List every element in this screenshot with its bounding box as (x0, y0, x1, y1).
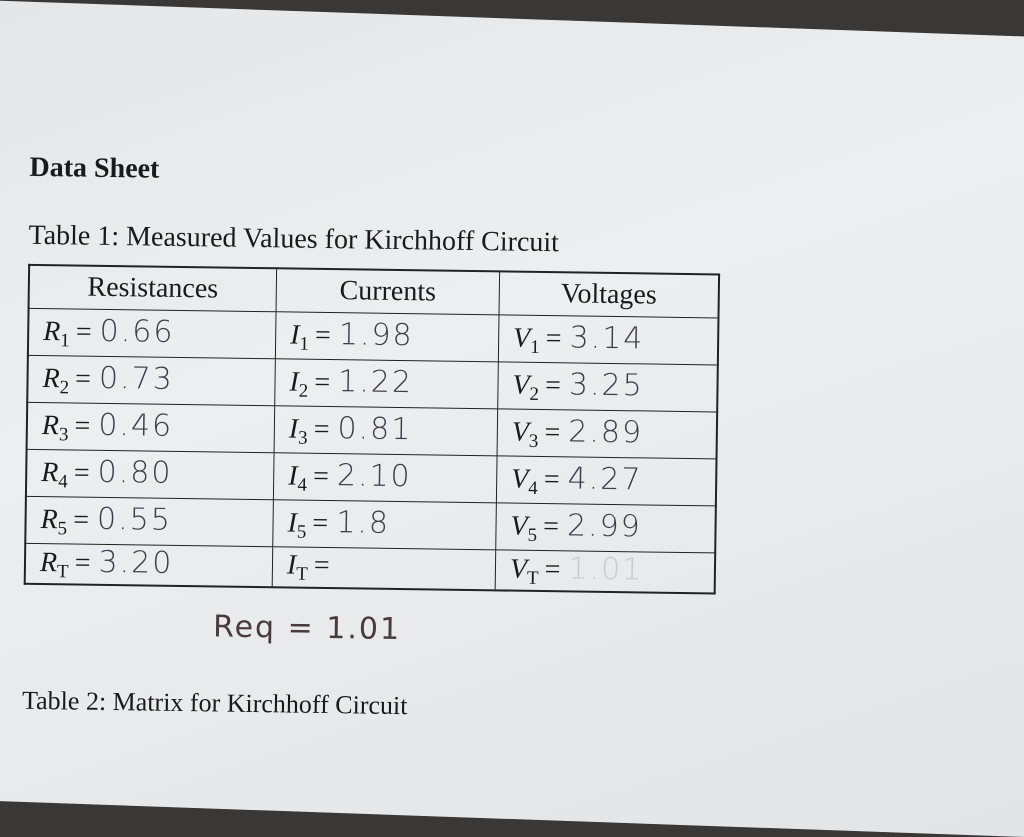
equals: = (314, 366, 331, 398)
table-cell: VT = 1.01 (495, 549, 716, 594)
handwritten-value: 0.73 (98, 360, 175, 397)
subscript: 3 (528, 430, 539, 452)
symbol: R (42, 362, 60, 394)
subscript: 1 (530, 336, 540, 358)
symbol: R (39, 547, 58, 579)
subscript: 1 (60, 329, 70, 351)
equals: = (545, 322, 562, 354)
table-cell: I2 = 1.22 (274, 358, 499, 409)
equals: = (313, 549, 330, 581)
handwritten-value: 1.98 (338, 316, 414, 353)
column-header: Currents (276, 268, 500, 315)
equals: = (544, 554, 561, 586)
handwritten-value: 1.8 (335, 504, 391, 541)
subscript: 4 (58, 470, 68, 492)
symbol: V (510, 463, 529, 495)
table-cell: R2 = 0.73 (27, 355, 276, 406)
symbol: V (509, 553, 528, 585)
subscript: 5 (57, 517, 68, 539)
handwritten-value: 3.14 (569, 319, 645, 356)
document: Data Sheet Table 1: Measured Values for … (22, 152, 722, 738)
handwritten-value: 4.27 (567, 460, 643, 497)
subscript: 4 (297, 474, 308, 496)
equals: = (74, 409, 91, 442)
table-cell: R1 = 0.66 (27, 308, 277, 359)
subscript: T (296, 563, 308, 585)
subscript: 3 (58, 423, 69, 445)
subscript: 2 (298, 380, 309, 402)
symbol: R (40, 503, 58, 535)
subscript: 5 (296, 521, 307, 543)
equals: = (312, 507, 329, 539)
subscript: T (526, 567, 539, 589)
subscript: 1 (299, 333, 310, 355)
equals: = (75, 315, 92, 348)
equals: = (312, 460, 330, 492)
data-table: Resistances Currents Voltages R1 = 0.66 I1 = 1.9… (23, 263, 721, 595)
table-cell: IT = (272, 546, 496, 591)
symbol: R (43, 315, 61, 347)
subscript: 5 (527, 524, 538, 546)
table-cell: R5 = 0.55 (25, 496, 274, 547)
handwritten-value: 1.01 (568, 551, 644, 588)
table-row: RT = 3.20 IT = VT = 1.01 (24, 543, 716, 594)
column-header: Voltages (499, 271, 720, 318)
table-cell: V3 = 2.89 (497, 408, 718, 459)
symbol: V (510, 510, 528, 542)
handwritten-value: 0.46 (98, 407, 174, 444)
table-caption: Table 2: Matrix for Kirchhoff Circuit (21, 685, 408, 721)
subscript: 3 (297, 427, 308, 449)
symbol: R (41, 409, 60, 441)
handwritten-value: 0.81 (337, 410, 413, 447)
handwritten-value: 1.22 (337, 363, 414, 400)
table-cell: V2 = 3.25 (497, 361, 718, 412)
equals: = (74, 547, 91, 579)
subscript: 2 (59, 376, 70, 398)
subscript: 2 (529, 383, 540, 405)
table-cell: V4 = 4.27 (496, 455, 717, 506)
table-cell: R3 = 0.46 (26, 402, 275, 453)
handwritten-value: 2.99 (566, 507, 643, 544)
table-cell: I4 = 2.10 (273, 452, 498, 503)
table-cell: I3 = 0.81 (274, 405, 498, 456)
subscript: T (56, 561, 69, 583)
symbol: V (512, 369, 530, 401)
table-cell: RT = 3.20 (24, 543, 273, 588)
table-cell: V5 = 2.99 (495, 502, 716, 553)
table-caption: Table 1: Measured Values for Kirchhoff C… (28, 219, 560, 259)
equals: = (74, 362, 92, 395)
equals: = (543, 463, 560, 495)
handwritten-value: 0.66 (99, 313, 175, 350)
equals: = (542, 510, 560, 542)
equals: = (73, 456, 90, 489)
table-cell: V1 = 3.14 (498, 314, 719, 365)
symbol: V (512, 322, 531, 354)
equals: = (313, 413, 330, 445)
equals: = (314, 319, 332, 351)
equals: = (544, 416, 561, 448)
table-cell: R4 = 0.80 (25, 449, 275, 500)
handwritten-value: 2.89 (568, 413, 644, 450)
equals: = (72, 503, 90, 536)
column-header: Resistances (28, 264, 277, 312)
handwritten-value: 0.55 (96, 501, 173, 538)
equals: = (544, 369, 562, 401)
handwritten-value: 3.25 (568, 366, 644, 403)
handwritten-value: 2.10 (336, 457, 412, 494)
table-cell: I1 = 1.98 (275, 311, 500, 362)
title: Data Sheet (29, 151, 160, 185)
handwritten-value: 0.80 (97, 454, 173, 491)
handwritten-note: Req = 1.01 (212, 609, 402, 648)
subscript: 4 (528, 477, 538, 499)
symbol: R (41, 456, 59, 488)
handwritten-value: 3.20 (98, 544, 174, 581)
symbol: V (511, 416, 530, 448)
table-cell: I5 = 1.8 (272, 499, 497, 550)
